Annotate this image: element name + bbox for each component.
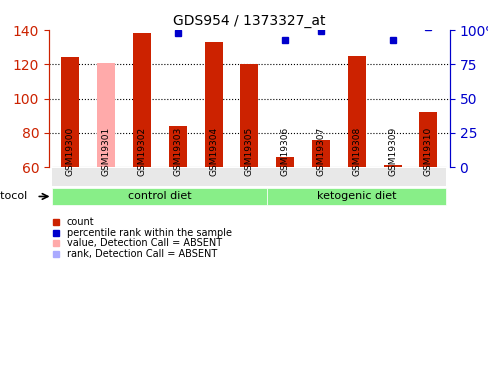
Text: GSM19306: GSM19306 (280, 127, 289, 176)
Bar (97, 63, 115, 167)
Text: percentile rank within the sample: percentile rank within the sample (67, 228, 231, 238)
Text: GSM19301: GSM19301 (102, 127, 110, 176)
Text: GSM19304: GSM19304 (209, 127, 218, 176)
Bar (240, 64, 258, 167)
Text: protocol: protocol (0, 192, 27, 201)
Text: GSM19307: GSM19307 (316, 127, 325, 176)
Text: GSM19305: GSM19305 (244, 127, 253, 176)
Text: GSM19308: GSM19308 (351, 127, 361, 176)
Bar (133, 33, 151, 167)
Bar (267, 188, 446, 205)
Text: GSM19303: GSM19303 (173, 127, 182, 176)
Text: GSM19300: GSM19300 (66, 127, 75, 176)
Text: control diet: control diet (128, 192, 191, 201)
Text: ketogenic diet: ketogenic diet (316, 192, 396, 201)
Text: GSM19309: GSM19309 (387, 127, 396, 176)
Bar (419, 112, 436, 167)
Bar (61, 57, 79, 167)
Bar (383, 165, 401, 167)
Bar (311, 140, 329, 167)
Bar (168, 126, 186, 167)
Text: value, Detection Call = ABSENT: value, Detection Call = ABSENT (67, 238, 222, 249)
Text: GSM19302: GSM19302 (137, 127, 146, 176)
Bar (52, 188, 267, 205)
Bar (52, 168, 446, 186)
Text: rank, Detection Call = ABSENT: rank, Detection Call = ABSENT (67, 249, 217, 259)
Bar (276, 157, 294, 167)
Title: GDS954 / 1373327_at: GDS954 / 1373327_at (173, 13, 325, 28)
Bar (347, 56, 365, 167)
Bar (204, 42, 222, 167)
Text: GSM19310: GSM19310 (423, 127, 432, 176)
Text: count: count (67, 217, 94, 227)
